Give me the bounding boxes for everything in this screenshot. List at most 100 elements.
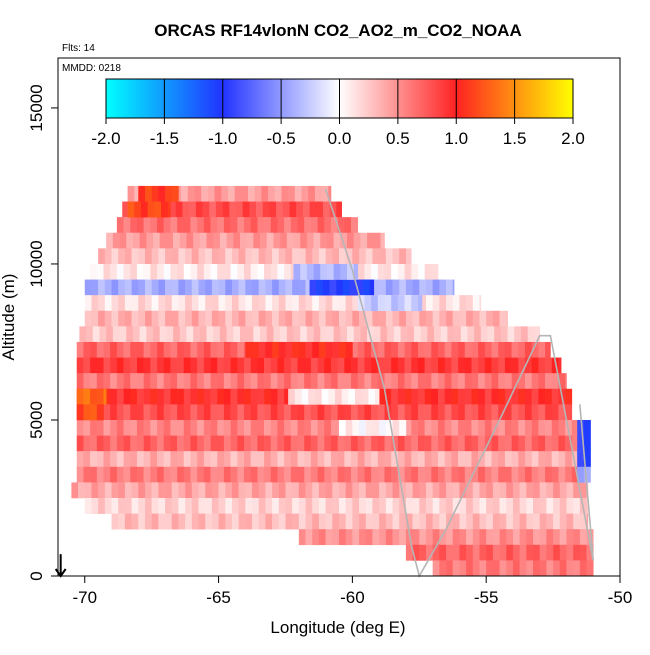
heatmap-band-cell bbox=[312, 529, 320, 546]
heatmap-band-cell bbox=[446, 544, 454, 561]
heatmap-band-cell bbox=[130, 466, 138, 483]
heatmap-band-cell bbox=[157, 388, 165, 405]
heatmap-band-cell bbox=[170, 263, 178, 280]
heatmap-band-cell bbox=[210, 435, 218, 452]
heatmap-band-cell bbox=[218, 279, 226, 296]
heatmap-band-cell bbox=[304, 373, 312, 390]
x-tick-label: -70 bbox=[72, 588, 97, 607]
heatmap-band-cell bbox=[258, 310, 266, 327]
heatmap-band-cell bbox=[98, 279, 106, 296]
heatmap-band-cell bbox=[285, 513, 293, 530]
heatmap-band-cell bbox=[432, 529, 440, 546]
heatmap-band-cell bbox=[478, 373, 486, 390]
heatmap-band-cell bbox=[285, 295, 293, 312]
heatmap-band-cell bbox=[166, 232, 174, 249]
heatmap-band-cell bbox=[480, 326, 488, 343]
heatmap-band-cell bbox=[404, 404, 412, 421]
heatmap-band-cell bbox=[472, 529, 480, 546]
heatmap-band-cell bbox=[223, 341, 231, 358]
heatmap-band-cell bbox=[325, 482, 333, 499]
heatmap-band-cell bbox=[84, 295, 92, 312]
heatmap-band-cell bbox=[270, 404, 278, 421]
heatmap-band-cell bbox=[157, 373, 165, 390]
heatmap-band-cell bbox=[290, 217, 298, 234]
heatmap-band-cell bbox=[458, 419, 466, 436]
heatmap-band-cell bbox=[459, 310, 467, 327]
heatmap-band-cell bbox=[123, 435, 131, 452]
heatmap-band-cell bbox=[351, 404, 359, 421]
heatmap-band-cell bbox=[586, 560, 594, 577]
heatmap-band-cell bbox=[352, 295, 360, 312]
heatmap-band-cell bbox=[130, 217, 138, 234]
heatmap-band-cell bbox=[250, 404, 258, 421]
heatmap-band-cell bbox=[345, 310, 353, 327]
heatmap-feature-cell bbox=[384, 295, 392, 312]
heatmap-band-cell bbox=[377, 341, 385, 358]
heatmap-band-cell bbox=[330, 435, 338, 452]
heatmap-band-cell bbox=[498, 357, 506, 374]
heatmap-band-cell bbox=[359, 529, 367, 546]
heatmap-band-cell bbox=[412, 279, 420, 296]
heatmap-band-cell bbox=[185, 295, 193, 312]
heatmap-band-cell bbox=[185, 279, 193, 296]
heatmap-band-cell bbox=[130, 373, 138, 390]
heatmap-band-cell bbox=[191, 482, 199, 499]
heatmap-band-cell bbox=[143, 451, 151, 468]
heatmap-band-cell bbox=[317, 419, 325, 436]
heatmap-band-cell bbox=[419, 529, 427, 546]
heatmap-band-cell bbox=[116, 404, 124, 421]
heatmap-band-cell bbox=[268, 185, 276, 202]
heatmap-band-cell bbox=[309, 201, 317, 218]
heatmap-band-cell bbox=[310, 373, 318, 390]
heatmap-band-cell bbox=[178, 482, 186, 499]
heatmap-band-cell bbox=[531, 388, 539, 405]
heatmap-band-cell bbox=[217, 404, 225, 421]
heatmap-band-cell bbox=[345, 248, 353, 265]
heatmap-band-cell bbox=[464, 466, 472, 483]
heatmap-band-cell bbox=[158, 295, 166, 312]
heatmap-band-cell bbox=[558, 451, 566, 468]
heatmap-band-cell bbox=[444, 357, 452, 374]
heatmap-band-cell bbox=[163, 341, 171, 358]
heatmap-feature-cell bbox=[306, 263, 314, 280]
heatmap-band-cell bbox=[317, 404, 325, 421]
heatmap-band-cell bbox=[553, 513, 561, 530]
heatmap-band-cell bbox=[111, 497, 119, 514]
heatmap-band-cell bbox=[479, 310, 487, 327]
heatmap-band-cell bbox=[565, 466, 573, 483]
heatmap-band-cell bbox=[277, 357, 285, 374]
heatmap-band-cell bbox=[272, 513, 280, 530]
heatmap-band-cell bbox=[265, 248, 273, 265]
heatmap-band-cell bbox=[565, 435, 573, 452]
heatmap-band-cell bbox=[157, 217, 165, 234]
heatmap-band-cell bbox=[553, 544, 561, 561]
heatmap-band-cell bbox=[104, 248, 112, 265]
heatmap-band-cell bbox=[405, 544, 413, 561]
heatmap-band-cell bbox=[112, 232, 120, 249]
heatmap-band-cell bbox=[308, 185, 316, 202]
heatmap-band-cell bbox=[223, 466, 231, 483]
heatmap-band-cell bbox=[210, 357, 218, 374]
heatmap-band-cell bbox=[124, 497, 132, 514]
heatmap-band-cell bbox=[163, 357, 171, 374]
heatmap-band-cell bbox=[324, 404, 332, 421]
heatmap-feature-cell bbox=[375, 388, 380, 405]
heatmap-band-cell bbox=[558, 466, 566, 483]
heatmap-band-cell bbox=[257, 419, 265, 436]
heatmap-band-cell bbox=[566, 529, 574, 546]
heatmap-feature-cell bbox=[379, 419, 387, 436]
heatmap-band-cell bbox=[524, 341, 532, 358]
heatmap-band-cell bbox=[391, 451, 399, 468]
heatmap-band-cell bbox=[284, 419, 292, 436]
heatmap-band-cell bbox=[243, 451, 251, 468]
heatmap-feature-cell bbox=[144, 185, 152, 202]
heatmap-band-cell bbox=[170, 466, 178, 483]
heatmap-band-cell bbox=[518, 435, 526, 452]
heatmap-band-cell bbox=[170, 388, 178, 405]
heatmap-band-cell bbox=[511, 466, 519, 483]
heatmap-band-cell bbox=[159, 232, 167, 249]
heatmap-band-cell bbox=[144, 482, 152, 499]
heatmap-band-cell bbox=[237, 373, 245, 390]
heatmap-band-cell bbox=[277, 217, 285, 234]
heatmap-band-cell bbox=[183, 419, 191, 436]
